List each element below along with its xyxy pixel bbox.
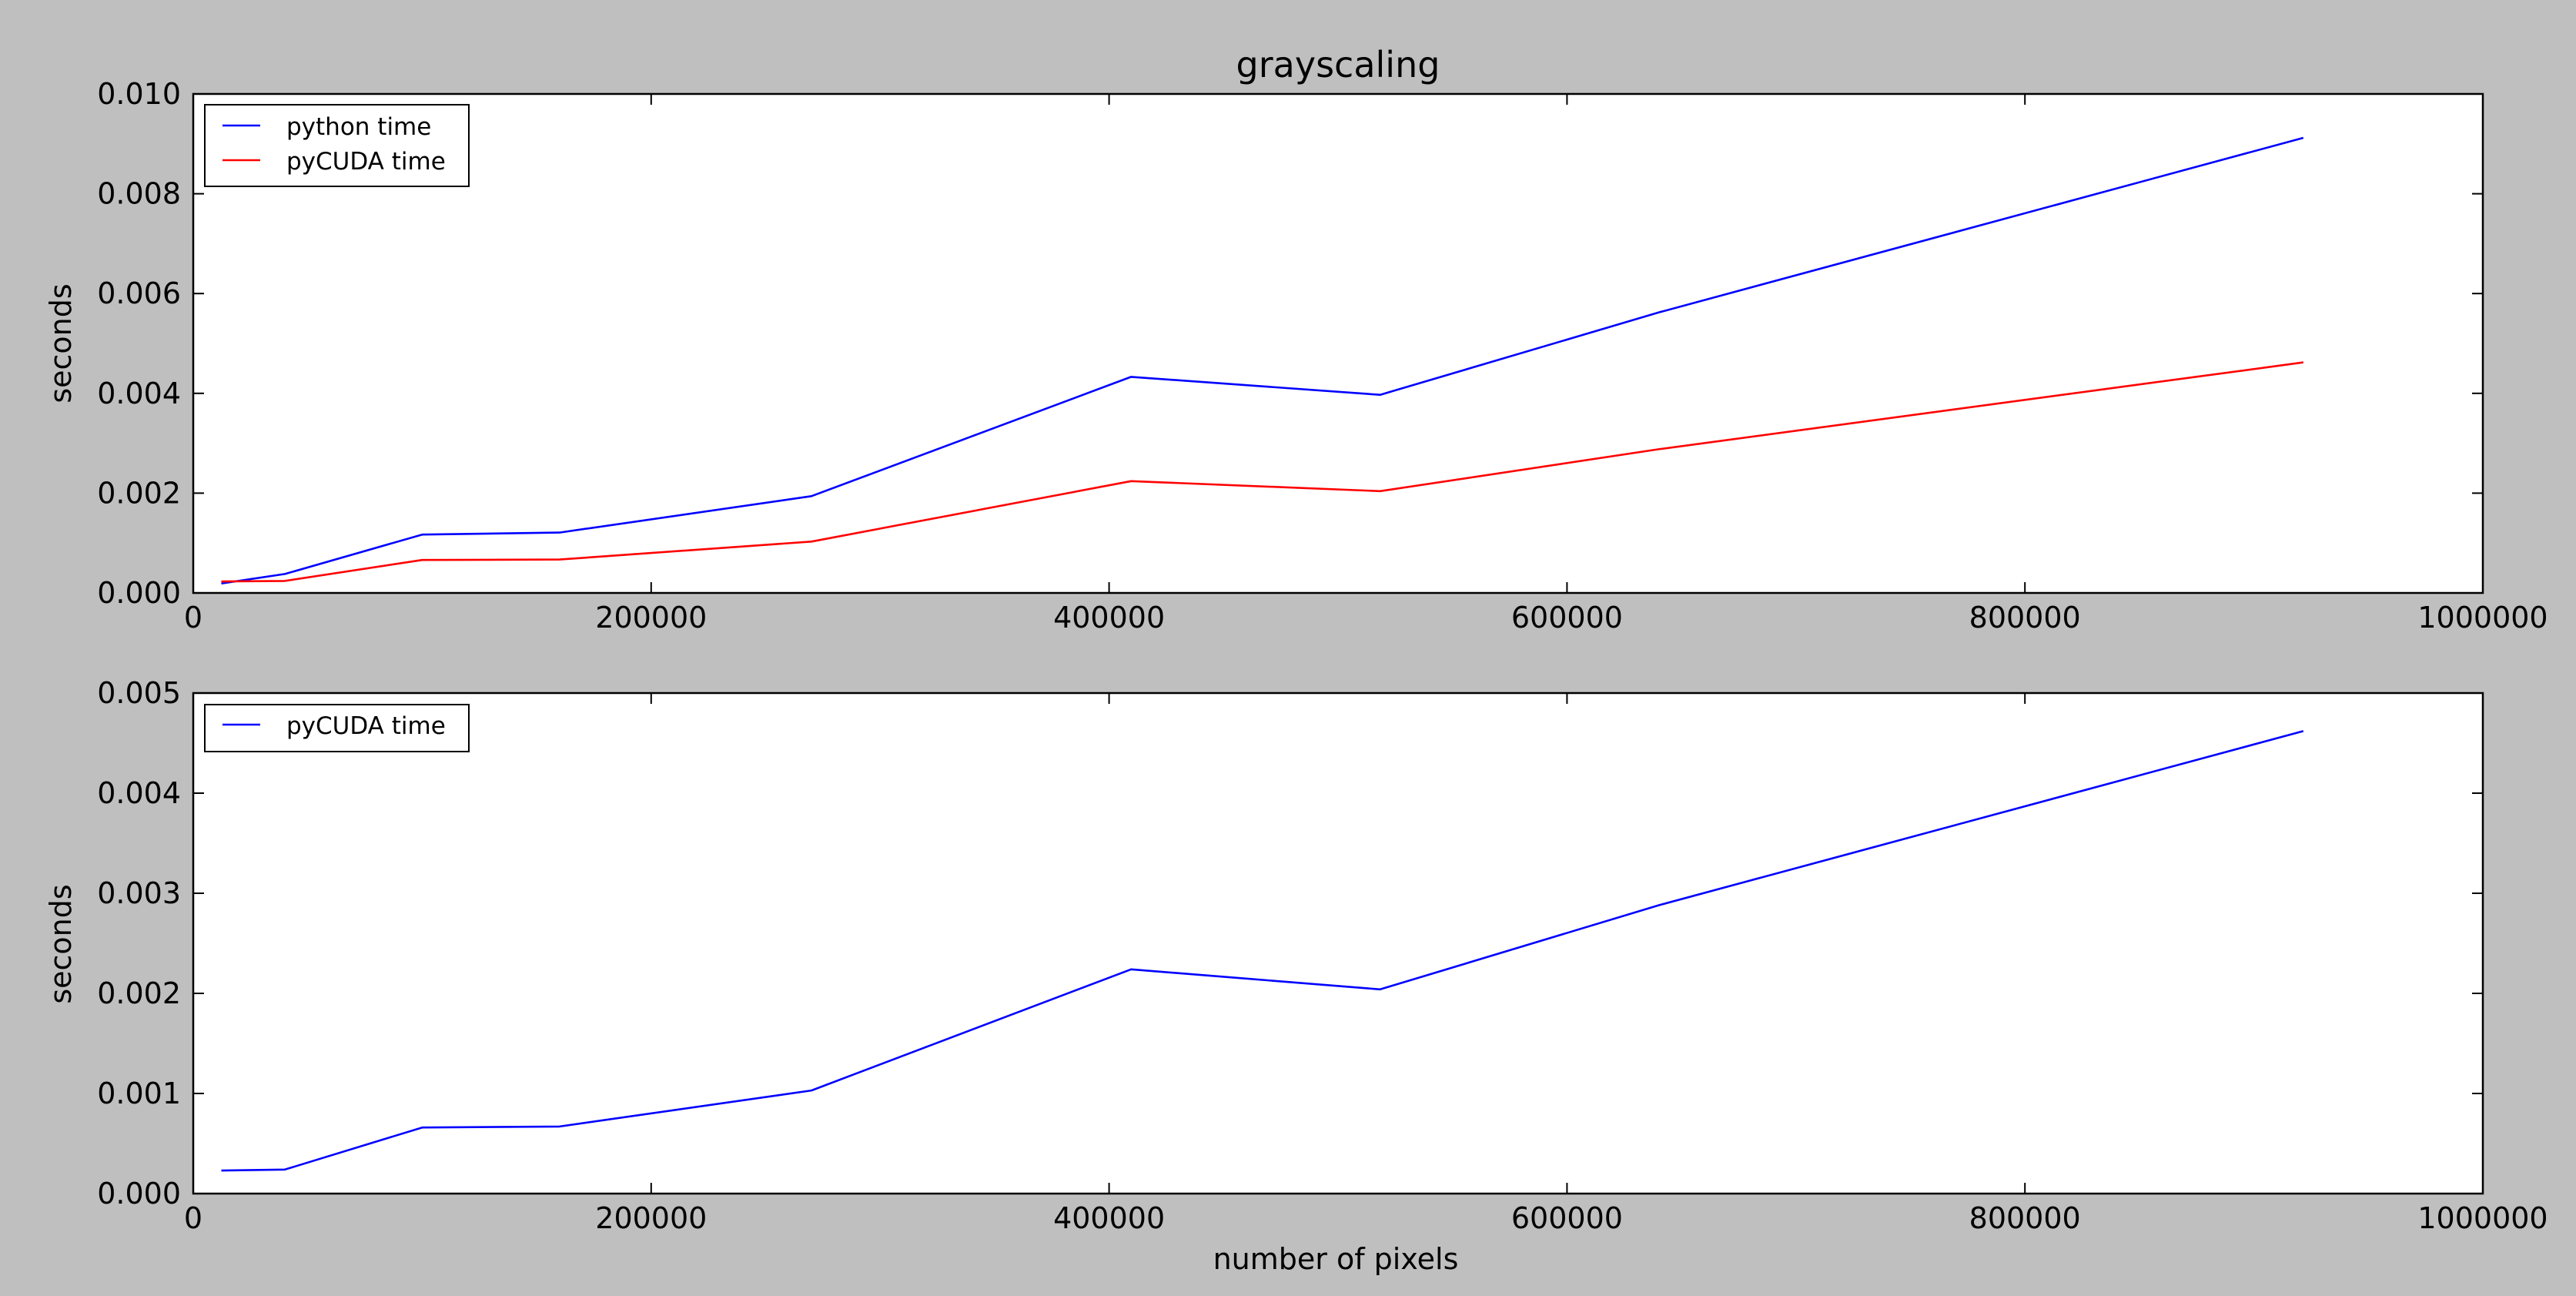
y-tick-label: 0.008 bbox=[97, 177, 181, 211]
x-tick-label: 600000 bbox=[1511, 1201, 1623, 1235]
x-axis-ticks: 0 200000 400000 600000 800000 1000000 bbox=[184, 693, 2548, 1235]
y-tick-label: 0.003 bbox=[97, 876, 181, 910]
y-tick-label: 0.004 bbox=[97, 377, 181, 410]
x-axis-label: number of pixels bbox=[1213, 1242, 1459, 1276]
y-tick-label: 0.006 bbox=[97, 276, 181, 310]
series-line-pycuda-time bbox=[221, 361, 2303, 583]
y-tick-label: 0.000 bbox=[97, 576, 181, 610]
legend-box bbox=[204, 104, 470, 187]
series-line-pycuda-time bbox=[221, 730, 2304, 1172]
y-axis-ticks: 0.000 0.002 0.004 0.006 0.008 0.010 bbox=[97, 77, 2483, 610]
y-axis-ticks: 0.000 0.001 0.002 0.003 0.004 0.005 bbox=[97, 676, 2483, 1211]
x-tick-label: 1000000 bbox=[2417, 601, 2548, 635]
y-tick-label: 0.005 bbox=[97, 676, 181, 710]
x-tick-label: 600000 bbox=[1511, 601, 1623, 635]
x-axis-ticks: 0 200000 400000 600000 800000 1000000 bbox=[184, 94, 2548, 635]
plot-area bbox=[192, 92, 2484, 594]
y-tick-label: 0.002 bbox=[97, 476, 181, 510]
legend-label-pycuda-time: pyCUDA time bbox=[286, 712, 446, 740]
x-tick-label: 800000 bbox=[1969, 1201, 2081, 1235]
x-tick-label: 400000 bbox=[1053, 1201, 1165, 1235]
series-lines bbox=[221, 730, 2304, 1172]
x-tick-label: 400000 bbox=[1053, 601, 1165, 635]
y-tick-label: 0.010 bbox=[97, 77, 181, 111]
legend: python time pyCUDA time bbox=[204, 104, 470, 187]
subplot-bottom: seconds number of pixels 0.000 0.001 0.002… bbox=[44, 676, 2548, 1276]
y-tick-label: 0.002 bbox=[97, 976, 181, 1010]
x-tick-label: 1000000 bbox=[2417, 1201, 2548, 1235]
x-tick-label: 0 bbox=[184, 1201, 202, 1235]
y-axis-label: seconds bbox=[44, 283, 78, 403]
legend: pyCUDA time bbox=[204, 704, 470, 752]
x-tick-label: 200000 bbox=[595, 1201, 707, 1235]
x-tick-label: 800000 bbox=[1969, 601, 2081, 635]
y-tick-label: 0.004 bbox=[97, 776, 181, 810]
y-tick-label: 0.001 bbox=[97, 1077, 181, 1110]
legend-box bbox=[204, 704, 470, 752]
x-tick-label: 0 bbox=[184, 601, 202, 635]
legend-label-python-time: python time bbox=[286, 113, 431, 141]
legend-label-pycuda-time: pyCUDA time bbox=[286, 148, 446, 176]
chart-title: grayscaling bbox=[1236, 44, 1440, 85]
plot-area bbox=[192, 692, 2484, 1195]
subplot-top: grayscaling seconds 0.000 0.002 0.004 0.006… bbox=[44, 44, 2548, 635]
series-lines bbox=[221, 136, 2304, 584]
x-tick-label: 200000 bbox=[595, 601, 707, 635]
y-axis-label: seconds bbox=[44, 884, 78, 1003]
y-tick-label: 0.000 bbox=[97, 1177, 181, 1211]
series-line-python-time bbox=[221, 136, 2304, 584]
